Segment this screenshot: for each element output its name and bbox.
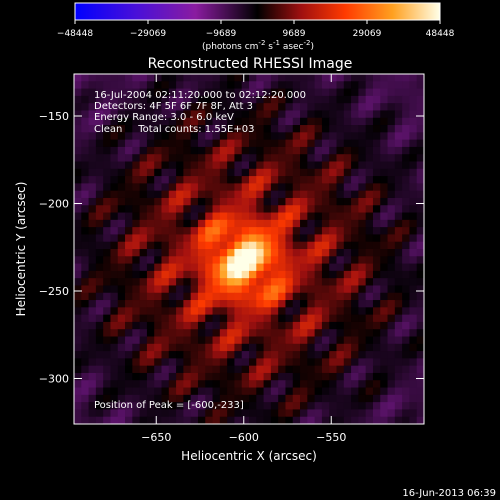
colorbar-tick-label: 48448 <box>426 29 455 39</box>
x-tick-label: −650 <box>141 431 171 444</box>
info-line-clean: Clean Total counts: 1.55E+03 <box>94 124 254 135</box>
y-tick-label: −250 <box>39 285 69 298</box>
colorbar-tick-label: −9689 <box>206 29 237 39</box>
info-line-energy: Energy Range: 3.0 - 6.0 keV <box>94 112 234 123</box>
peak-position-label: Position of Peak = [-600,-233] <box>94 400 244 411</box>
x-axis-ticks: −650 −600 −550 <box>141 74 346 444</box>
info-line-time: 16-Jul-2004 02:11:20.000 to 02:12:20.000 <box>94 90 306 101</box>
heatmap-image <box>74 74 424 424</box>
y-tick-label: −300 <box>39 373 69 386</box>
y-axis-ticks: −150 −200 −250 −300 <box>39 110 424 386</box>
colorbar-tick-label: 9689 <box>283 29 306 39</box>
colorbar <box>74 2 441 21</box>
colorbar-tick-label: −48448 <box>57 29 93 39</box>
y-tick-label: −150 <box>39 110 69 123</box>
colorbar-tick-label: −29069 <box>130 29 166 39</box>
colorbar-tick-label: 29069 <box>353 29 382 39</box>
x-tick-label: −550 <box>316 431 346 444</box>
y-tick-label: −200 <box>39 198 69 211</box>
x-axis-label: Heliocentric X (arcsec) <box>181 449 317 463</box>
y-axis-label: Heliocentric Y (arcsec) <box>14 182 28 317</box>
info-line-detectors: Detectors: 4F 5F 6F 7F 8F, Att 3 <box>94 101 253 112</box>
colorbar-ticks: −48448 −29069 −9689 9689 29069 48448 <box>57 20 455 39</box>
plot-frame <box>73 73 425 425</box>
chart-title: Reconstructed RHESSI Image <box>148 56 353 72</box>
x-tick-label: −600 <box>229 431 259 444</box>
colorbar-unit: (photons cm-2 s-1 asec-2) <box>202 39 314 52</box>
timestamp: 16-Jun-2013 06:39 <box>402 488 496 499</box>
